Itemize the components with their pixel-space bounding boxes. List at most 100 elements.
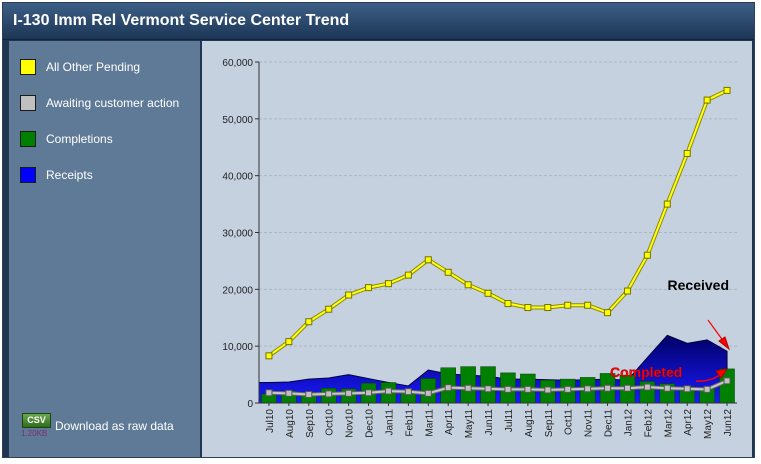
y-tick-label: 40,000: [222, 172, 253, 183]
all-other-pending-point: [584, 301, 592, 309]
awaiting-customer-action-point: [305, 390, 313, 398]
download-raw-data-link[interactable]: CSV 1.20KB Download as raw data: [19, 413, 174, 443]
awaiting-customer-action-point: [365, 389, 373, 397]
x-tick-label: Dec10: [365, 409, 376, 438]
awaiting-customer-action-point: [584, 385, 592, 393]
y-tick-label: 60,000: [222, 58, 253, 69]
all-other-pending-point: [444, 268, 452, 276]
awaiting-customer-action-point: [544, 386, 552, 394]
all-other-pending-point: [623, 287, 631, 295]
awaiting-customer-action-point: [424, 389, 432, 397]
x-tick-label: May12: [703, 409, 714, 439]
legend-label: All Other Pending: [46, 60, 141, 74]
x-tick-label: Jan11: [384, 409, 395, 436]
all-other-pending-point: [265, 352, 273, 360]
awaiting-customer-action-point: [663, 384, 671, 392]
legend-item-all-other-pending[interactable]: All Other Pending: [20, 57, 140, 77]
y-tick-label: 50,000: [222, 115, 253, 126]
awaiting-customer-action-point: [683, 385, 691, 393]
x-tick-label: Nov10: [345, 409, 356, 438]
received-arrowhead: [718, 336, 731, 351]
awaiting-customer-action-point: [524, 385, 532, 393]
x-tick-label: Aug10: [285, 409, 296, 438]
x-tick-label: Mar12: [663, 409, 674, 438]
title-bar: I-130 Imm Rel Vermont Service Center Tre…: [3, 3, 754, 40]
awaiting-customer-action-point: [325, 390, 333, 398]
all-other-pending-point: [703, 96, 711, 104]
legend-item-awaiting-customer-action[interactable]: Awaiting customer action: [20, 93, 179, 113]
all-other-pending-point: [325, 305, 333, 313]
awaiting-customer-action-point: [345, 389, 353, 397]
x-tick-label: Jun12: [723, 409, 734, 437]
awaiting-customer-action-point: [384, 387, 392, 395]
x-tick-label: Feb12: [643, 409, 654, 438]
x-tick-label: Apr11: [444, 409, 455, 435]
received-arrow-line: [707, 319, 725, 343]
all-other-pending-point: [404, 271, 412, 279]
all-other-pending-point: [285, 338, 293, 346]
x-tick-label: Jul10: [265, 409, 276, 433]
all-other-pending-point: [365, 284, 373, 292]
legend-sidebar: All Other Pending Awaiting customer acti…: [9, 41, 200, 457]
awaiting-customer-action-point: [464, 384, 472, 392]
awaiting-customer-action-point: [404, 388, 412, 396]
all-other-pending-point: [524, 304, 532, 312]
legend-label: Receipts: [46, 168, 93, 182]
awaiting-customer-action-point: [623, 384, 631, 392]
all-other-pending-point: [504, 300, 512, 308]
legend-swatch-all-other-pending: [20, 59, 36, 75]
chart-svg: 0 10,000 20,000 30,000 40,000 50,000 60,000 Jul…: [222, 58, 737, 439]
y-tick-label: 20,000: [222, 285, 253, 296]
awaiting-customer-action-point: [643, 383, 651, 391]
all-other-pending-point: [345, 291, 353, 299]
received-annotation: Received: [668, 277, 729, 293]
y-tick-label: 30,000: [222, 229, 253, 240]
y-tick-label: 0: [247, 399, 253, 410]
legend-item-receipts[interactable]: Receipts: [20, 165, 93, 185]
x-tick-label: Nov11: [584, 409, 595, 438]
all-other-pending-point: [384, 280, 392, 288]
all-other-pending-point: [484, 289, 492, 297]
all-other-pending-point: [663, 200, 671, 208]
awaiting-customer-action-point: [564, 385, 572, 393]
all-other-pending-point: [683, 150, 691, 158]
x-tick-label: May11: [464, 409, 475, 439]
all-other-pending-point: [643, 251, 651, 259]
awaiting-customer-action-point: [484, 385, 492, 393]
x-tick-label: Jul11: [504, 409, 515, 433]
x-tick-label: Feb11: [404, 409, 415, 437]
download-label: Download as raw data: [55, 419, 174, 433]
all-other-pending-point: [723, 86, 731, 94]
x-tick-label: Jan12: [623, 409, 634, 437]
x-tick-label: Apr12: [683, 409, 694, 436]
all-other-pending-point: [424, 256, 432, 264]
legend-swatch-awaiting-customer-action: [20, 95, 36, 111]
x-tick-label: Mar11: [424, 409, 435, 437]
legend-item-completions[interactable]: Completions: [20, 129, 113, 149]
x-tick-label: Jun11: [484, 409, 495, 436]
awaiting-customer-action-point: [604, 384, 612, 392]
x-tick-label: Sep11: [544, 409, 555, 438]
awaiting-customer-action-point: [703, 385, 711, 393]
x-tick-label: Aug11: [524, 409, 535, 438]
awaiting-customer-action-point: [444, 384, 452, 392]
all-other-pending-point: [544, 304, 552, 312]
all-other-pending-point: [305, 318, 313, 326]
x-tick-label: Oct11: [564, 409, 575, 435]
legend-label: Awaiting customer action: [46, 96, 180, 110]
x-tick-label: Dec11: [604, 409, 615, 438]
y-tick-label: 10,000: [222, 342, 253, 353]
x-tick-label: Sep10: [305, 409, 316, 438]
completions-bar: [480, 366, 496, 404]
all-other-pending-point: [604, 309, 612, 317]
chart-title: I-130 Imm Rel Vermont Service Center Tre…: [13, 12, 350, 29]
legend-label: Completions: [46, 132, 113, 146]
legend-swatch-completions: [20, 131, 36, 147]
all-other-pending-point: [464, 281, 472, 289]
completed-arrowhead: [715, 368, 729, 379]
awaiting-customer-action-point: [723, 377, 731, 385]
csv-badge: CSV: [22, 413, 51, 428]
awaiting-customer-action-point: [265, 389, 273, 397]
plot-panel: 0 10,000 20,000 30,000 40,000 50,000 60,000 Jul…: [202, 41, 752, 457]
awaiting-customer-action-point: [504, 385, 512, 393]
